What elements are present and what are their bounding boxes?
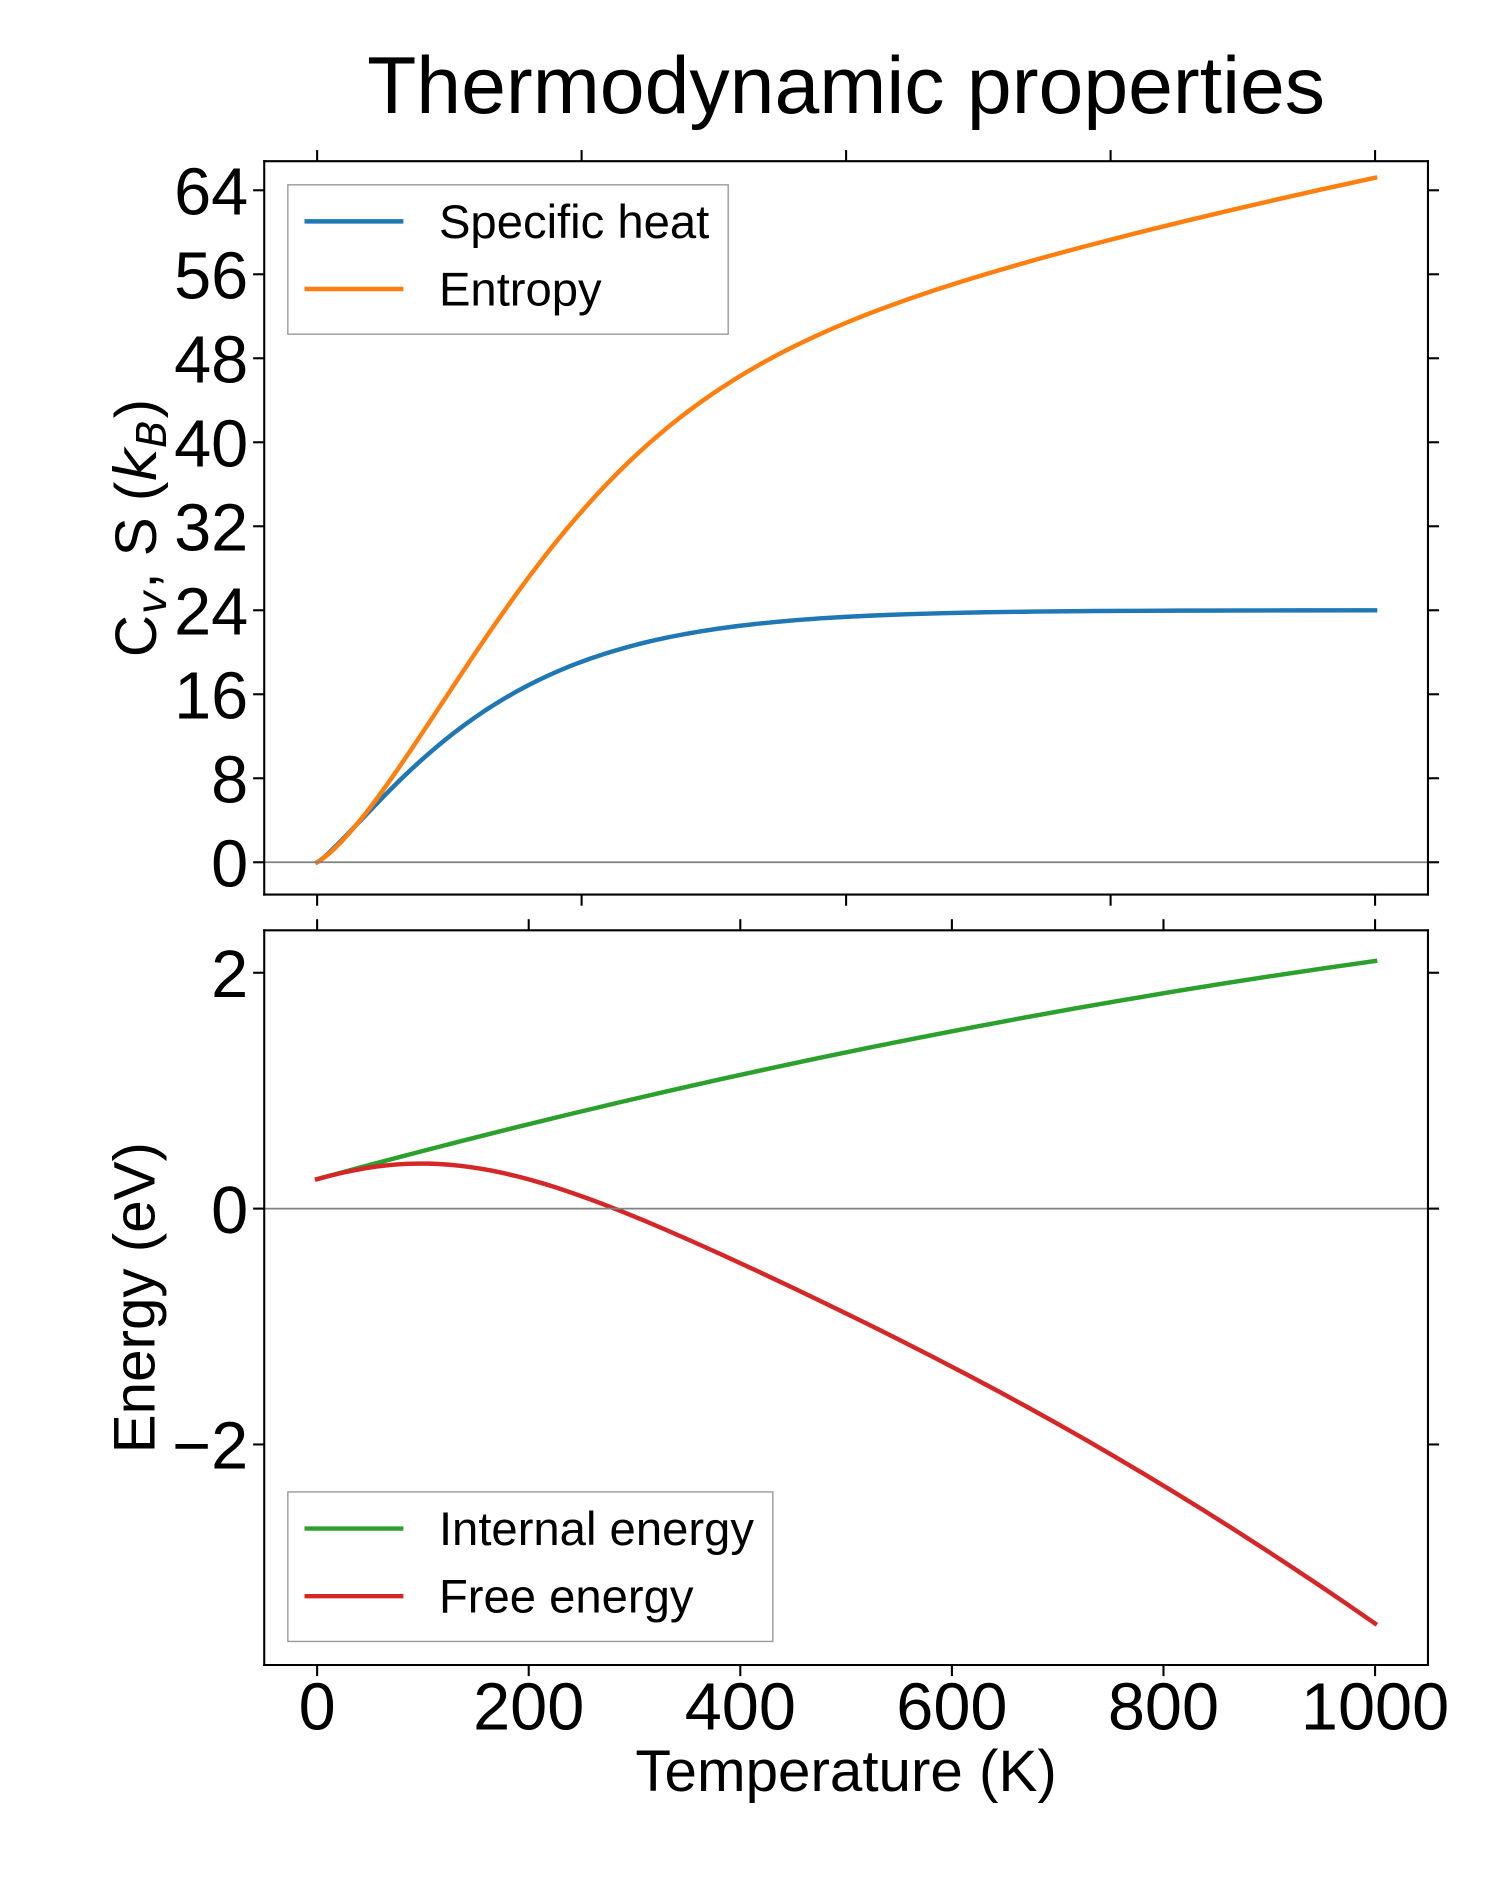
svg-text:0: 0: [211, 1174, 248, 1248]
svg-text:0: 0: [211, 827, 248, 901]
svg-text:Temperature (K): Temperature (K): [635, 1739, 1056, 1804]
svg-text:24: 24: [174, 575, 248, 649]
svg-text:Free energy: Free energy: [439, 1571, 694, 1624]
svg-text:64: 64: [174, 155, 248, 229]
svg-text:8: 8: [211, 743, 248, 817]
svg-text:48: 48: [174, 323, 248, 397]
svg-text:40: 40: [174, 407, 248, 481]
svg-text:200: 200: [473, 1670, 584, 1744]
svg-text:800: 800: [1108, 1670, 1219, 1744]
svg-text:2: 2: [211, 938, 248, 1012]
svg-text:16: 16: [174, 659, 248, 733]
svg-text:Entropy: Entropy: [439, 264, 602, 317]
svg-text:0: 0: [299, 1670, 336, 1744]
svg-text:56: 56: [174, 239, 248, 313]
svg-text:Thermodynamic properties: Thermodynamic properties: [367, 41, 1325, 131]
svg-text:Energy (eV): Energy (eV): [103, 1142, 168, 1453]
svg-text:Internal energy: Internal energy: [439, 1503, 754, 1556]
svg-text:−2: −2: [172, 1410, 248, 1484]
svg-text:1000: 1000: [1301, 1670, 1449, 1744]
svg-text:400: 400: [685, 1670, 796, 1744]
svg-text:600: 600: [896, 1670, 1007, 1744]
svg-text:Specific heat: Specific heat: [439, 196, 709, 249]
svg-text:32: 32: [174, 491, 248, 565]
